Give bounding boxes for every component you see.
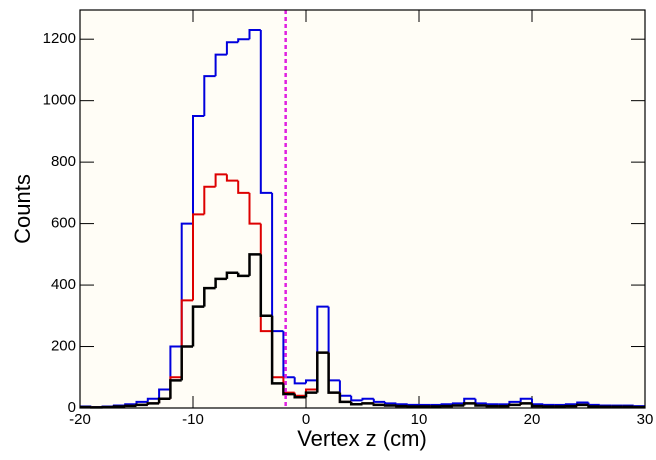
- histogram-step: [453, 406, 464, 407]
- x-tick-label: -10: [182, 411, 204, 428]
- histogram-step: [453, 403, 464, 404]
- y-axis-title: Counts: [10, 174, 35, 244]
- histogram-step: [137, 405, 148, 406]
- histogram-step: [487, 406, 498, 407]
- histogram-step: [125, 406, 136, 407]
- x-tick-label: 30: [637, 411, 654, 428]
- x-tick-label: 20: [524, 411, 541, 428]
- y-tick-label: 0: [68, 399, 76, 416]
- histogram-step: [509, 405, 520, 406]
- histogram-step: [114, 406, 125, 407]
- x-axis-title: Vertex z (cm): [297, 426, 427, 451]
- histogram-step: [442, 404, 453, 405]
- y-tick-label: 200: [51, 338, 76, 355]
- y-tick-label: 1000: [43, 92, 76, 109]
- x-tick-label: 10: [411, 411, 428, 428]
- y-tick-label: 800: [51, 153, 76, 170]
- y-tick-label: 600: [51, 215, 76, 232]
- histogram-step: [577, 405, 588, 406]
- plot-area: [80, 10, 645, 408]
- histogram-step: [600, 405, 611, 406]
- x-tick-label: 0: [302, 411, 310, 428]
- y-tick-label: 1200: [43, 30, 76, 47]
- histogram-step: [396, 406, 407, 407]
- histogram-step: [543, 404, 554, 405]
- histogram-step: [408, 404, 419, 405]
- histogram-step: [396, 403, 407, 404]
- y-tick-label: 400: [51, 276, 76, 293]
- histogram-step: [385, 405, 396, 406]
- histogram-step: [566, 404, 577, 405]
- histogram-step: [487, 403, 498, 404]
- histogram-step: [363, 403, 374, 404]
